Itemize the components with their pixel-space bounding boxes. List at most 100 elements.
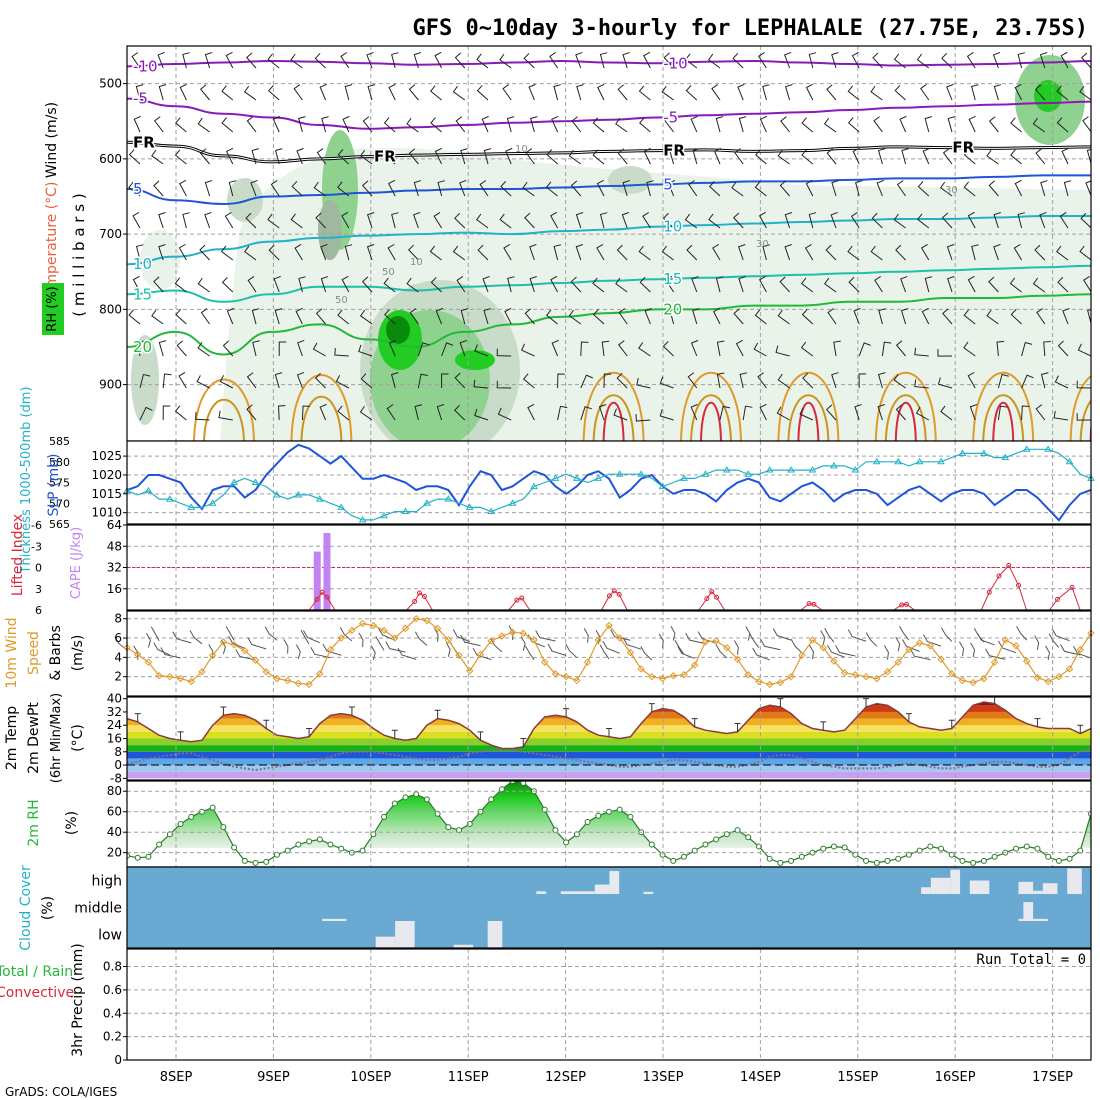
- tick-label: 60: [107, 805, 122, 819]
- tick-label: 0: [114, 1053, 122, 1067]
- wind-barb: [247, 276, 257, 293]
- minmax-whisker: [648, 703, 655, 712]
- wind-barb: [1013, 243, 1023, 261]
- thickness-marker: [273, 490, 281, 498]
- cloud-block: [1042, 883, 1058, 894]
- ylabel-celsius: (°C): [70, 724, 86, 752]
- wind-barb: [225, 626, 235, 641]
- rh-point: [670, 857, 677, 864]
- date-label: 11SEP: [448, 1070, 489, 1085]
- wind-barb: [199, 148, 210, 165]
- wind-barb: [412, 211, 421, 229]
- thickness-line: [126, 448, 1092, 521]
- cloud-layer-label: middle: [74, 901, 122, 917]
- wind-speed-point: [198, 668, 206, 676]
- wind-barb: [153, 116, 164, 133]
- temp-band: [127, 738, 1091, 746]
- wind-barb: [772, 628, 792, 641]
- wind-barb: [319, 403, 327, 421]
- wind-barb: [550, 275, 559, 293]
- tick-label: 32: [107, 561, 122, 575]
- heat-contour: [894, 402, 917, 441]
- wind-barb: [997, 405, 1008, 421]
- wind-barb: [157, 51, 165, 69]
- wind-barb: [456, 276, 466, 293]
- wind-barb: [715, 276, 724, 293]
- wind-barb: [685, 632, 706, 645]
- ylabel-cape: CAPE (J/kg): [69, 527, 84, 599]
- wind-barb: [758, 52, 767, 69]
- wind-barb: [268, 244, 280, 261]
- wind-barb: [158, 84, 167, 101]
- thickness-marker: [444, 495, 453, 502]
- wind-barb: [274, 148, 283, 165]
- wind-barb: [638, 342, 651, 357]
- wind-barb: [835, 645, 856, 657]
- lifted-index-point: [1006, 562, 1012, 568]
- wind-barb: [871, 212, 883, 229]
- wind-barb: [267, 213, 280, 229]
- wind-barb: [801, 149, 814, 165]
- tick-label: 1010: [91, 506, 122, 520]
- rh-point: [177, 821, 184, 827]
- wind-barb: [777, 149, 790, 165]
- wind-speed-point: [701, 638, 710, 646]
- heat-contour: [592, 394, 635, 441]
- thickness-marker: [894, 457, 903, 465]
- lifted-index-point: [606, 593, 612, 599]
- wind-barb: [1056, 117, 1069, 133]
- rh-point: [423, 796, 430, 803]
- wind-speed-point: [1033, 673, 1042, 682]
- date-label: 13SEP: [643, 1070, 684, 1085]
- wind-barb: [496, 380, 512, 389]
- wind-barb: [896, 180, 907, 197]
- wind-barb: [967, 211, 976, 229]
- rh-cell: [140, 230, 180, 290]
- tick-label: 2: [114, 670, 122, 684]
- tick-label: 4: [114, 650, 122, 664]
- wind-barb: [855, 180, 863, 197]
- wind-barb: [460, 148, 468, 165]
- wind-barb: [617, 148, 628, 165]
- wind-barb: [417, 342, 430, 357]
- tick-label: 16: [107, 582, 122, 596]
- wind-barb: [408, 148, 419, 165]
- wind-barb: [1059, 212, 1069, 229]
- wind-barb: [661, 245, 674, 261]
- wind-barb: [833, 340, 841, 357]
- wind-barb: [877, 404, 885, 421]
- wind-barb: [894, 85, 906, 101]
- tick-label: 8: [114, 745, 122, 759]
- wind-barb: [946, 83, 954, 101]
- rh-point: [777, 859, 784, 866]
- ylabel-minmax: (6hr Min/Max): [49, 693, 64, 783]
- minmax-whisker: [905, 713, 912, 722]
- wind-barb: [749, 633, 760, 649]
- rh-point: [413, 791, 420, 798]
- lifted-index-line: [308, 591, 336, 611]
- wind-barb: [220, 245, 234, 261]
- wind-speed-line: [126, 618, 1092, 686]
- wind-barb: [1043, 341, 1051, 357]
- wind-barb: [430, 276, 442, 293]
- wind-barb: [636, 377, 651, 389]
- wind-barb: [557, 373, 565, 389]
- wind-barb: [622, 180, 630, 197]
- pressure-axis: 500 600 700 800 900: [99, 77, 127, 392]
- wind-barb: [460, 308, 469, 325]
- wind-barb: [601, 340, 610, 357]
- wind-barb: [737, 83, 745, 101]
- wind-barb: [496, 348, 512, 357]
- wind-barb: [408, 84, 419, 101]
- wind-barb: [414, 404, 423, 421]
- cloud-block: [375, 936, 396, 948]
- rh-point: [798, 853, 805, 860]
- wind-barb: [847, 629, 867, 642]
- wind-barb: [283, 639, 289, 654]
- wind-barb: [172, 631, 192, 644]
- lifted-index-line: [508, 597, 531, 611]
- wind-speed-point: [712, 637, 720, 645]
- wind-barb: [139, 373, 151, 389]
- wind-barb: [1051, 628, 1070, 642]
- tick-label: 585: [49, 435, 70, 448]
